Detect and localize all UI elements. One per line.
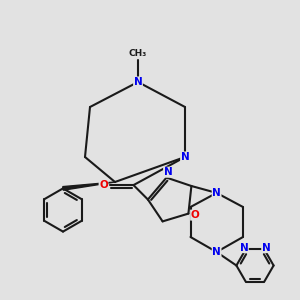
Text: O: O: [99, 180, 108, 190]
Text: N: N: [239, 243, 248, 253]
Text: N: N: [212, 188, 221, 198]
Text: N: N: [181, 152, 189, 162]
Text: N: N: [164, 167, 172, 177]
Text: N: N: [212, 247, 221, 257]
Text: O: O: [190, 210, 200, 220]
Text: N: N: [262, 243, 271, 253]
Text: CH₃: CH₃: [129, 49, 147, 58]
Text: N: N: [134, 77, 142, 87]
Polygon shape: [63, 182, 115, 190]
